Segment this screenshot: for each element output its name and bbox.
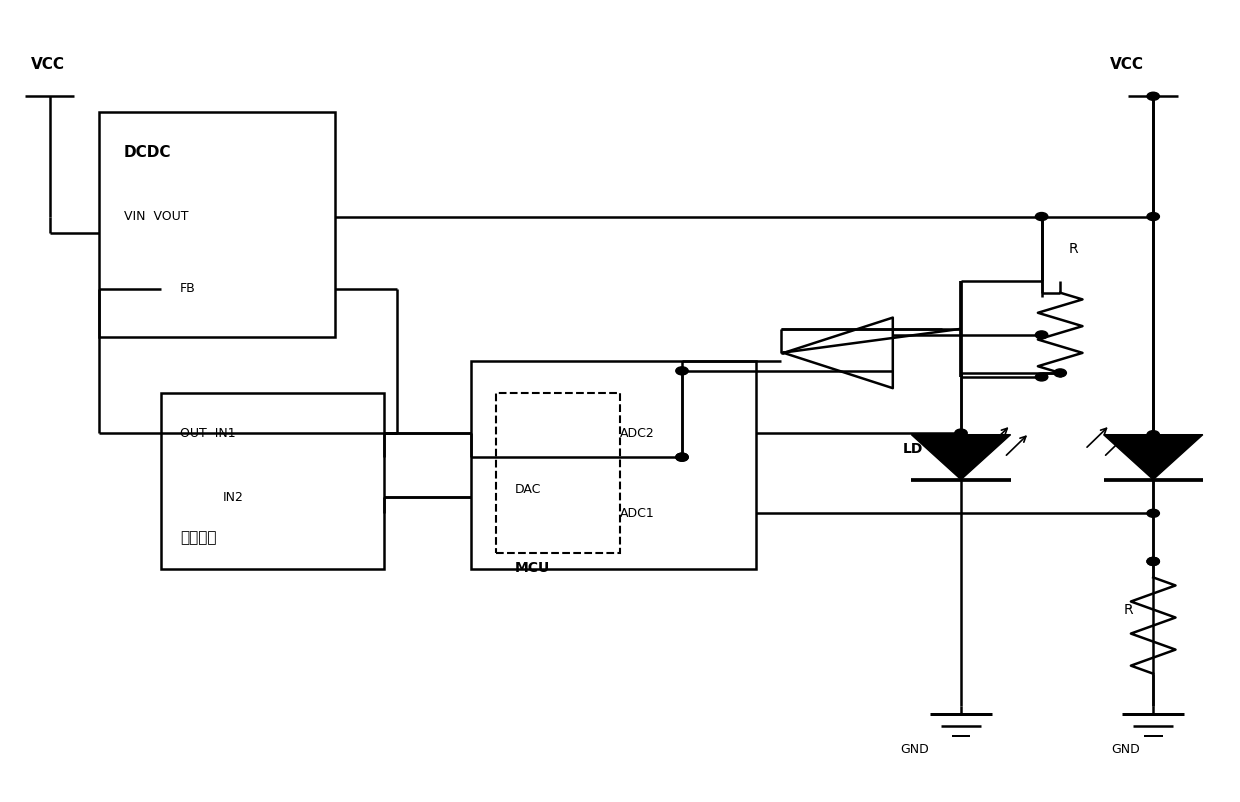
Polygon shape [1104, 435, 1203, 480]
Circle shape [1035, 373, 1048, 381]
Circle shape [1147, 509, 1159, 517]
Text: VIN  VOUT: VIN VOUT [124, 210, 188, 223]
Text: FB: FB [180, 282, 196, 295]
Circle shape [676, 367, 688, 375]
Text: OUT  IN1: OUT IN1 [180, 427, 236, 439]
Circle shape [1054, 369, 1066, 377]
Circle shape [676, 453, 688, 461]
Text: VCC: VCC [31, 57, 64, 71]
Text: GND: GND [1111, 743, 1141, 756]
Circle shape [1035, 331, 1048, 339]
Bar [99, 112, 335, 337]
Text: DCDC: DCDC [124, 145, 171, 160]
Text: PD: PD [1122, 442, 1145, 456]
Text: DAC: DAC [515, 483, 541, 496]
Text: MCU: MCU [515, 561, 549, 575]
Circle shape [955, 429, 967, 437]
Text: ADC1: ADC1 [620, 507, 655, 520]
Text: R: R [1069, 241, 1079, 256]
Circle shape [1147, 557, 1159, 565]
Polygon shape [911, 435, 1011, 480]
Bar [496, 393, 620, 553]
Circle shape [1147, 431, 1159, 439]
Text: 反馈网络: 反馈网络 [180, 530, 216, 545]
Text: ADC2: ADC2 [620, 427, 655, 439]
Circle shape [1147, 557, 1159, 565]
Text: IN2: IN2 [223, 491, 244, 504]
Bar [471, 361, 756, 569]
Text: GND: GND [900, 743, 930, 756]
Bar [161, 393, 384, 569]
Circle shape [1035, 213, 1048, 221]
Text: VCC: VCC [1110, 57, 1143, 71]
Text: LD: LD [903, 442, 923, 456]
Text: R: R [1123, 602, 1133, 617]
Circle shape [676, 453, 688, 461]
Circle shape [1147, 92, 1159, 100]
Circle shape [1147, 213, 1159, 221]
